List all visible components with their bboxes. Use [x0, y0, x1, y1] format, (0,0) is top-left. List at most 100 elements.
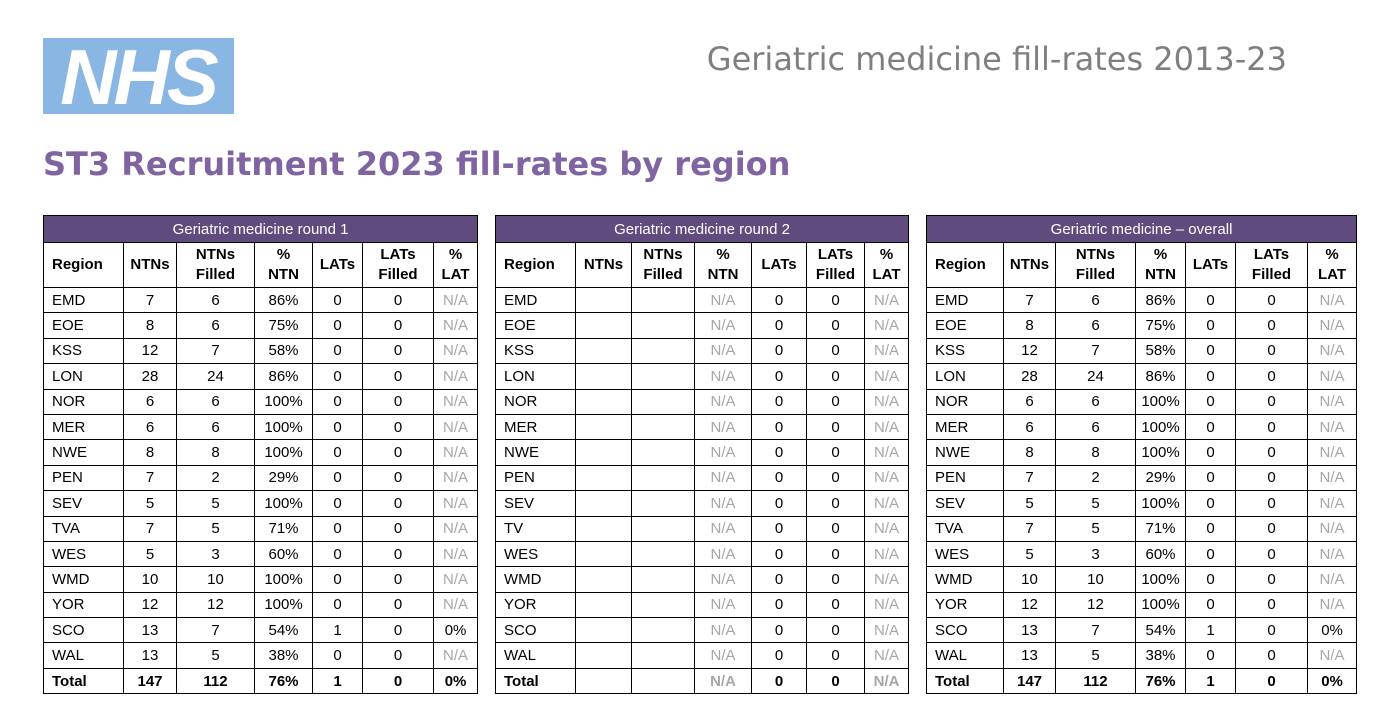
value-cell: N/A — [694, 490, 752, 517]
value-cell: 5 — [1055, 642, 1136, 669]
value-cell: 0 — [806, 591, 865, 619]
value-cell: 5 — [1003, 490, 1056, 517]
region-cell: MER — [495, 413, 576, 441]
value-cell — [575, 617, 632, 644]
value-cell: 0 — [751, 642, 807, 669]
value-cell: N/A — [694, 617, 752, 644]
table-row: YOR 12 12 100% 0 0 N/A — [43, 591, 479, 619]
column-header: LATs Filled — [362, 242, 434, 288]
region-cell: WMD — [43, 566, 124, 593]
value-cell: 100% — [254, 490, 313, 517]
value-cell: 10 — [1003, 566, 1056, 593]
value-cell: N/A — [694, 337, 752, 365]
value-cell: 0 — [806, 312, 865, 339]
value-cell: 7 — [176, 617, 255, 644]
value-cell: 0 — [362, 642, 434, 669]
value-cell: 29% — [254, 464, 313, 492]
total-cell: 112 — [176, 667, 255, 695]
value-cell: 6 — [176, 413, 255, 441]
region-cell: TVA — [43, 515, 124, 542]
table-row: SCO N/A 0 0 N/A — [495, 617, 910, 644]
value-cell — [575, 363, 632, 390]
table-row: EMD 7 6 86% 0 0 N/A — [43, 286, 479, 314]
value-cell: 13 — [1003, 642, 1056, 669]
total-cell: 76% — [1135, 667, 1186, 695]
value-cell: 38% — [1135, 642, 1186, 669]
region-cell: SCO — [926, 617, 1004, 644]
region-cell: YOR — [926, 591, 1004, 619]
value-cell: N/A — [863, 337, 910, 365]
value-cell: N/A — [432, 566, 479, 593]
value-cell: 100% — [1135, 413, 1186, 441]
value-cell: 0 — [1185, 591, 1236, 619]
total-cell: 147 — [1003, 667, 1056, 695]
value-cell: 0 — [1185, 642, 1236, 669]
region-cell: KSS — [43, 337, 124, 365]
total-cell — [575, 667, 632, 695]
value-cell: N/A — [863, 490, 910, 517]
value-cell: 12 — [176, 591, 255, 619]
value-cell: 1 — [1185, 617, 1236, 644]
value-cell — [575, 464, 632, 492]
table-overall: Geriatric medicine – overall Region NTNs NT… — [925, 215, 1358, 695]
value-cell: 13 — [1003, 617, 1056, 644]
value-cell: 0 — [806, 515, 865, 542]
region-cell: TV — [495, 515, 576, 542]
table-row: SEV 5 5 100% 0 0 N/A — [926, 490, 1358, 517]
value-cell: 0 — [312, 337, 363, 365]
value-cell: 28 — [1003, 363, 1056, 390]
value-cell: 86% — [1135, 286, 1186, 314]
value-cell — [575, 312, 632, 339]
total-label: Total — [43, 667, 124, 695]
value-cell: 54% — [1135, 617, 1186, 644]
value-cell: 2 — [1055, 464, 1136, 492]
document-title: Geriatric medicine fill-rates 2013-23 — [706, 40, 1287, 78]
value-cell: 0 — [806, 464, 865, 492]
table-row: EOE 8 6 75% 0 0 N/A — [926, 312, 1358, 339]
column-header: Region — [926, 242, 1004, 288]
value-cell: 0% — [1306, 617, 1358, 644]
value-cell: 5 — [176, 642, 255, 669]
value-cell: N/A — [863, 413, 910, 441]
table-row: MER 6 6 100% 0 0 N/A — [43, 413, 479, 441]
value-cell: 0 — [362, 413, 434, 441]
value-cell: 0 — [312, 490, 363, 517]
value-cell: 5 — [176, 515, 255, 542]
value-cell: 0 — [806, 413, 865, 441]
value-cell: 10 — [176, 566, 255, 593]
total-cell: N/A — [863, 667, 910, 695]
table-row: WES 5 3 60% 0 0 N/A — [926, 540, 1358, 568]
region-cell: YOR — [43, 591, 124, 619]
value-cell — [575, 286, 632, 314]
value-cell: 0 — [751, 413, 807, 441]
total-row: Total 147 112 76% 1 0 0% — [43, 667, 479, 695]
value-cell: 5 — [1003, 540, 1056, 568]
value-cell: 6 — [123, 413, 177, 441]
value-cell: 12 — [123, 337, 177, 365]
value-cell: 0 — [362, 591, 434, 619]
value-cell: 0 — [362, 566, 434, 593]
value-cell: 6 — [1003, 413, 1056, 441]
value-cell: N/A — [694, 464, 752, 492]
column-header: % NTN — [254, 242, 313, 288]
value-cell: 8 — [123, 439, 177, 466]
value-cell: 13 — [123, 642, 177, 669]
value-cell: 29% — [1135, 464, 1186, 492]
value-cell: 7 — [123, 515, 177, 542]
total-cell: 1 — [312, 667, 363, 695]
value-cell: 0 — [312, 286, 363, 314]
table-row: TVA 7 5 71% 0 0 N/A — [926, 515, 1358, 542]
region-cell: WES — [926, 540, 1004, 568]
value-cell: 6 — [123, 388, 177, 415]
value-cell: N/A — [863, 464, 910, 492]
table-row: LON 28 24 86% 0 0 N/A — [926, 363, 1358, 390]
value-cell: 0 — [751, 566, 807, 593]
value-cell: 58% — [1135, 337, 1186, 365]
total-cell — [631, 667, 695, 695]
table-row: MER N/A 0 0 N/A — [495, 413, 910, 441]
table-row: NWE N/A 0 0 N/A — [495, 439, 910, 466]
value-cell — [631, 540, 695, 568]
value-cell: 0 — [362, 286, 434, 314]
value-cell — [631, 413, 695, 441]
table-row: MER 6 6 100% 0 0 N/A — [926, 413, 1358, 441]
